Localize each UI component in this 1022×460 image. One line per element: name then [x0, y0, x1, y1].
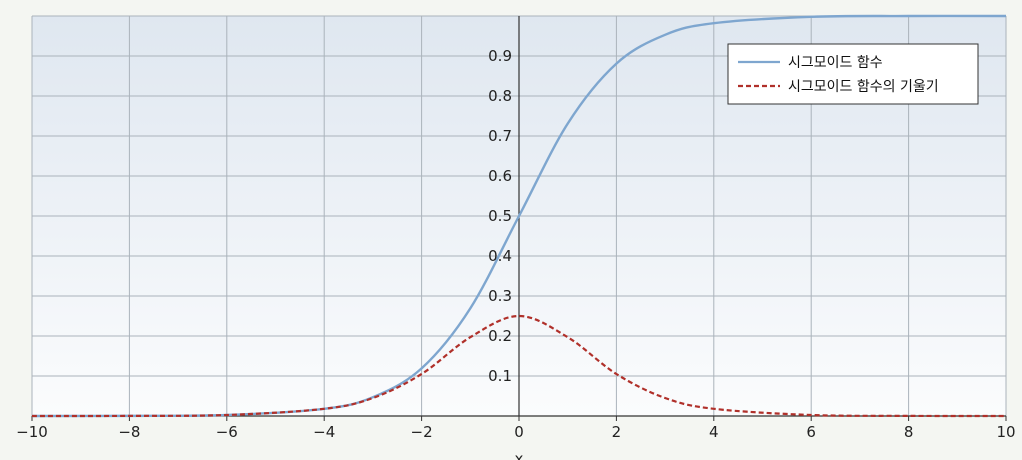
y-tick-label: 0.8 [488, 87, 512, 105]
y-tick-label: 0.6 [488, 167, 512, 185]
legend-label: 시그모이드 함수 [788, 55, 883, 71]
y-tick-label: 0.4 [488, 247, 512, 265]
x-tick-label: −8 [118, 423, 140, 441]
sigmoid-derivative-line [31, 314, 1007, 418]
x-tick-label: −4 [313, 423, 335, 441]
x-tick-label: −6 [216, 423, 238, 441]
y-tick-label: 0.7 [488, 127, 512, 145]
y-tick-label: 0.5 [488, 207, 512, 225]
y-tick-label: 0.9 [488, 47, 512, 65]
x-tick-label: 10 [996, 423, 1015, 441]
x-tick-label: −2 [411, 423, 433, 441]
series-layer [31, 14, 1007, 418]
x-tick-label: 8 [904, 423, 914, 441]
x-axis-label: x [515, 450, 524, 460]
legend-box [727, 43, 979, 105]
tick-labels: −10 −8 −6 −4 −2 0 2 4 6 8 10 0.1 0.2 0.3 0.4 0.5 0.6 0.7 0… [16, 47, 1015, 460]
y-tick-label: 0.1 [488, 367, 512, 385]
x-tick-label: 6 [806, 423, 816, 441]
x-tick-label: 2 [612, 423, 622, 441]
legend-label: 시그모이드 함수의 기울기 [788, 79, 939, 95]
y-tick-label: 0.3 [488, 287, 512, 305]
x-tick-label: 0 [514, 423, 524, 441]
x-tick-label: 4 [709, 423, 719, 441]
y-tick-label: 0.2 [488, 327, 512, 345]
x-tick-label: −10 [16, 423, 48, 441]
